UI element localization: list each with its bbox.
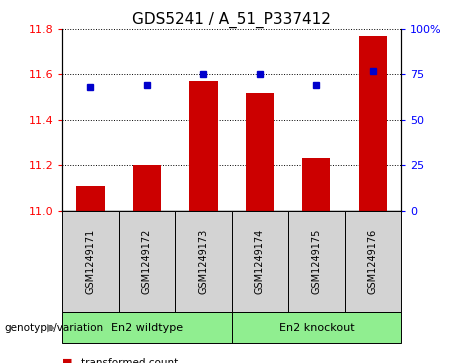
Bar (77, 185, 105, 211)
Title: GDS5241 / A_51_P337412: GDS5241 / A_51_P337412 (132, 12, 331, 28)
Text: GSM1249175: GSM1249175 (311, 229, 321, 294)
Text: GSM1249176: GSM1249176 (368, 229, 378, 294)
Text: GSM1249173: GSM1249173 (198, 229, 208, 294)
Text: genotype/variation: genotype/variation (5, 323, 104, 333)
Bar (133, 165, 161, 211)
Text: En2 wildtype: En2 wildtype (111, 323, 183, 333)
Text: GSM1249172: GSM1249172 (142, 229, 152, 294)
Text: ▶: ▶ (47, 323, 55, 333)
Bar (302, 158, 331, 211)
Bar (189, 81, 218, 211)
Text: GSM1249174: GSM1249174 (255, 229, 265, 294)
Text: GSM1249171: GSM1249171 (85, 229, 95, 294)
Text: ■: ■ (62, 358, 73, 363)
Bar (246, 93, 274, 211)
Bar (359, 36, 387, 211)
Text: En2 knockout: En2 knockout (278, 323, 354, 333)
Text: transformed count: transformed count (81, 358, 178, 363)
